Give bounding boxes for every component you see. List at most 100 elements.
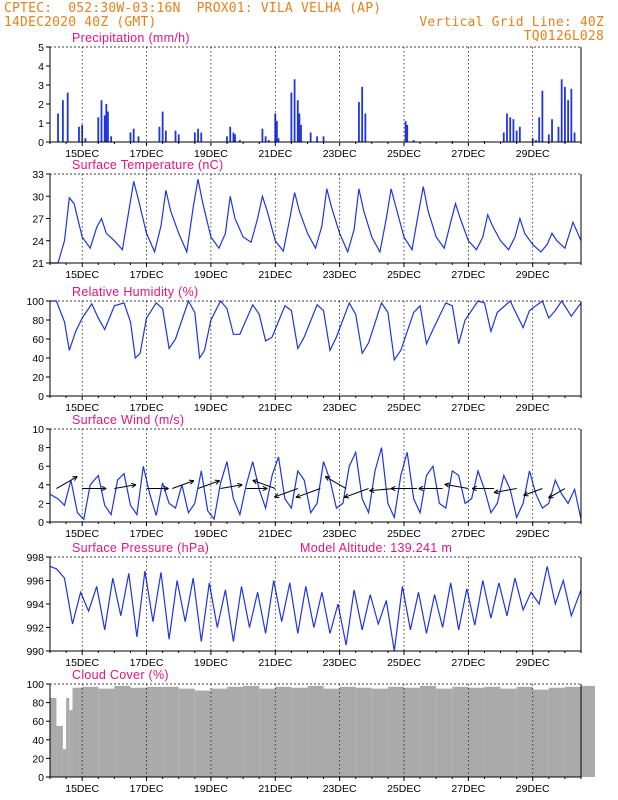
precip-bar — [61, 100, 64, 142]
cloud-bar — [50, 697, 57, 777]
cloud-bar — [130, 687, 147, 777]
run-datetime: 14DEC2020 40Z (GMT) — [4, 15, 157, 30]
wind-vector — [56, 476, 78, 489]
cloud-bar — [259, 688, 276, 777]
precip-bar — [502, 132, 505, 142]
y-tick-label: 5 — [38, 42, 44, 54]
precip-bar — [226, 136, 228, 142]
x-tick-label: 17DEC — [130, 783, 164, 795]
x-tick-label: 23DEC — [323, 783, 357, 795]
precip-bar — [535, 140, 537, 142]
precip-bar — [557, 126, 560, 142]
cloud-bar — [564, 686, 581, 777]
x-tick-label: 27DEC — [451, 783, 485, 795]
precip-bar — [560, 79, 563, 142]
y-tick-label: 20 — [32, 372, 44, 384]
y-tick-label: 4 — [38, 480, 44, 492]
cloud-bar — [114, 685, 131, 777]
precip-bar — [267, 140, 270, 142]
cloud-bar — [66, 697, 70, 777]
x-tick-label: 15DEC — [65, 269, 99, 281]
cloud-bar — [210, 688, 227, 777]
precip-bar — [564, 86, 566, 142]
precip-bar — [238, 140, 241, 142]
y-tick-label: 994 — [26, 599, 44, 611]
precip-bar — [81, 124, 84, 142]
cloud-bar — [484, 686, 501, 777]
panel-title: Relative Humidity (%) — [72, 285, 198, 299]
wind-vector-head — [101, 485, 107, 492]
precip-bar — [364, 113, 367, 142]
wind-vector — [114, 484, 137, 490]
x-tick-label: 23DEC — [323, 657, 357, 669]
precip-bar — [129, 132, 132, 142]
cloud-bar — [69, 710, 73, 777]
wind-vector-head — [163, 485, 169, 492]
x-tick-label: 19DEC — [194, 528, 228, 540]
x-tick-label: 19DEC — [194, 783, 228, 795]
y-tick-label: 0 — [38, 517, 44, 529]
precip-bar — [506, 113, 508, 142]
y-tick-label: 27 — [32, 214, 44, 226]
panel-5: 990 992 994 996 998 15DEC 17DEC 19DEC 21DEC 23DEC… — [26, 541, 582, 669]
precip-bar — [193, 132, 196, 142]
x-tick-label: 23DEC — [323, 402, 357, 414]
y-tick-label: 0 — [38, 391, 44, 403]
precip-bar — [164, 130, 167, 142]
wind-vector-head — [214, 479, 221, 485]
cloud-bar — [387, 686, 404, 777]
wind-vector-head — [369, 487, 375, 493]
x-tick-label: 21DEC — [258, 148, 292, 160]
x-tick-label: 27DEC — [451, 402, 485, 414]
x-tick-label: 15DEC — [65, 657, 99, 669]
precip-bar — [573, 132, 576, 142]
wind-vector-head — [131, 482, 137, 489]
panel-2: 21 24 27 30 33 15DEC 17DEC 19DEC 21DEC 23DEC 25DEC… — [32, 158, 582, 281]
precip-bar — [161, 111, 164, 142]
y-tick-label: 6 — [38, 461, 44, 473]
wind-vector — [325, 476, 347, 489]
panel-title: Precipitation (mm/h) — [72, 31, 190, 45]
wind-vector-head — [471, 485, 477, 492]
y-tick-label: 996 — [26, 576, 44, 588]
cloud-bar — [516, 686, 533, 777]
precip-bar — [264, 136, 267, 142]
precip-bar — [174, 130, 177, 142]
wind-vector-head — [343, 493, 350, 499]
wind-vector — [274, 488, 298, 498]
wind-vector — [295, 488, 321, 498]
precip-bar — [567, 100, 570, 142]
wind-vector-head — [72, 476, 78, 481]
cloud-bar — [146, 686, 163, 777]
cloud-bar — [339, 686, 356, 777]
x-tick-label: 25DEC — [387, 402, 421, 414]
y-tick-label: 60 — [32, 716, 44, 728]
y-tick-label: 24 — [32, 236, 44, 248]
precip-bar — [234, 134, 236, 142]
wind-vector-head — [237, 482, 243, 489]
x-tick-label: 25DEC — [387, 269, 421, 281]
series-line — [49, 565, 582, 652]
precip-bar — [66, 92, 69, 142]
chart-header: CPTEC: 052:30W-03:16N PROX01: VILA VELHA… — [0, 0, 618, 48]
precip-bar — [322, 136, 325, 142]
cloud-bar — [355, 687, 372, 777]
cloud-bar — [548, 687, 565, 777]
x-tick-label: 19DEC — [194, 269, 228, 281]
cloud-bar — [323, 688, 340, 777]
y-tick-label: 998 — [26, 552, 44, 564]
precip-bar — [509, 117, 512, 142]
x-tick-label: 17DEC — [130, 657, 164, 669]
precip-bar — [275, 121, 278, 142]
x-tick-label: 15DEC — [65, 783, 99, 795]
y-tick-label: 1 — [38, 118, 44, 130]
panel-4: 0 2 4 6 8 10 15DEC 17DEC 19DEC 21DEC 23DEC 25DEC 27D… — [32, 413, 582, 540]
cloud-bar — [275, 686, 292, 777]
precip-bar — [107, 111, 109, 142]
cloud-bar — [436, 688, 453, 777]
cloud-bar — [468, 687, 485, 777]
x-tick-label: 21DEC — [258, 657, 292, 669]
x-tick-label: 29DEC — [516, 269, 550, 281]
x-tick-label: 17DEC — [130, 148, 164, 160]
